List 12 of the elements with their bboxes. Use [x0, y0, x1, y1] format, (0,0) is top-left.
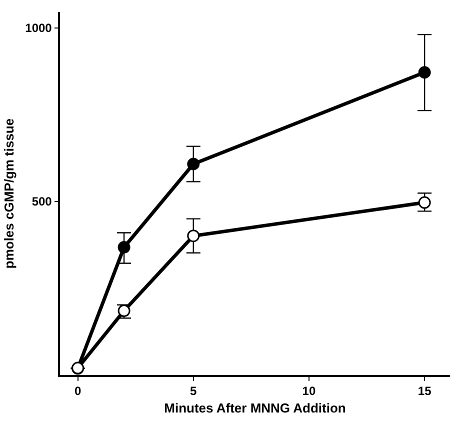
point [118, 241, 130, 254]
x-tick-label: 15 [418, 384, 432, 398]
point [187, 158, 200, 170]
x-tick-label: 0 [74, 384, 82, 398]
y-tick-label: 500 [32, 194, 52, 209]
y-axis-title: pmoles cGMP/gm tissue [2, 118, 17, 269]
point [418, 66, 431, 79]
point [187, 230, 200, 242]
x-axis-title: Minutes After MNNG Addition [164, 400, 346, 416]
x-tick-label: 5 [190, 384, 198, 398]
x-tick-label: 10 [302, 384, 316, 398]
y-tick-label: 1000 [25, 21, 52, 36]
